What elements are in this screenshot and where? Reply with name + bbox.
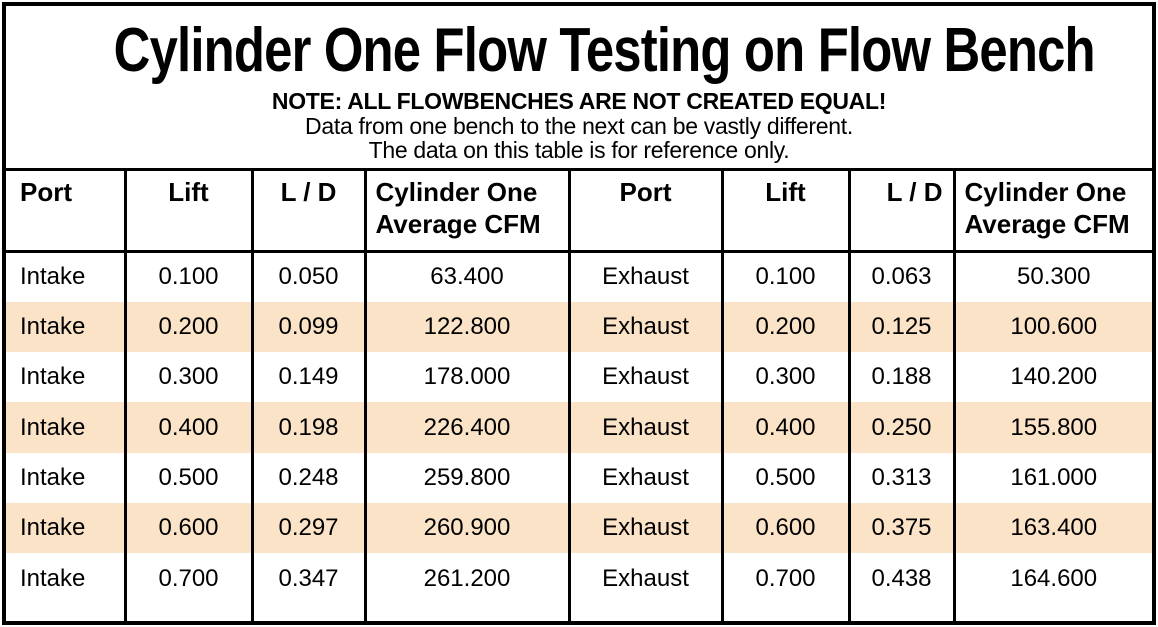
cell-cfm-intake: 178.000 [363, 352, 569, 403]
header-cfm-intake: Cylinder One Average CFM [363, 169, 569, 253]
header-lift-intake: Lift [123, 169, 252, 253]
cell-lift-intake: 0.300 [123, 352, 252, 403]
cell-ld-intake: 0.248 [250, 452, 365, 504]
cell-ld-exhaust: 0.063 [847, 251, 954, 302]
cell-lift-exhaust: 0.700 [720, 553, 849, 604]
cell-port-intake: Intake [6, 402, 125, 453]
header-ld-intake: L / D [250, 169, 365, 253]
cell-lift-intake: 0.600 [123, 503, 252, 554]
table-row: Intake 0.600 0.297 260.900 Exhaust 0.600… [6, 503, 1152, 554]
note-line-1: NOTE: ALL FLOWBENCHES ARE NOT CREATED EQ… [271, 88, 887, 115]
cell-ld-exhaust: 0.250 [847, 402, 954, 453]
cell-cfm-exhaust: 161.000 [952, 452, 1152, 504]
cell-cfm-intake: 122.800 [363, 301, 569, 353]
note-block: NOTE: ALL FLOWBENCHES ARE NOT CREATED EQ… [6, 85, 1152, 167]
cell-cfm-intake: 260.900 [363, 503, 569, 554]
cell-ld-intake: 0.347 [250, 553, 365, 604]
cell-lift-intake: 0.100 [123, 251, 252, 302]
cell-ld-intake: 0.198 [250, 402, 365, 453]
cell-ld-intake: 0.297 [250, 503, 365, 554]
cell-ld-exhaust: 0.438 [847, 553, 954, 604]
cell-cfm-intake: 259.800 [363, 452, 569, 504]
cell-lift-exhaust: 0.200 [720, 301, 849, 353]
cell-ld-intake: 0.149 [250, 352, 365, 403]
page-title: Cylinder One Flow Testing on Flow Bench [113, 16, 1096, 85]
cell-cfm-exhaust: 100.600 [952, 301, 1152, 353]
header-lift-exhaust: Lift [720, 169, 849, 253]
cell-ld-intake: 0.099 [250, 301, 365, 353]
cell-cfm-exhaust: 140.200 [952, 352, 1152, 403]
cell-lift-intake: 0.700 [123, 553, 252, 604]
header-cfm-exhaust: Cylinder One Average CFM [952, 169, 1152, 253]
cell-cfm-exhaust: 164.600 [952, 553, 1152, 604]
title-block: Cylinder One Flow Testing on Flow Bench [6, 6, 1152, 85]
cell-port-exhaust: Exhaust [567, 352, 722, 403]
cell-cfm-exhaust: 50.300 [952, 251, 1152, 302]
cell-lift-intake: 0.400 [123, 402, 252, 453]
cell-lift-exhaust: 0.100 [720, 251, 849, 302]
cell-cfm-intake: 261.200 [363, 553, 569, 604]
table-row: Intake 0.200 0.099 122.800 Exhaust 0.200… [6, 301, 1152, 353]
cell-port-exhaust: Exhaust [567, 301, 722, 353]
note-line-2: Data from one bench to the next can be v… [305, 112, 853, 139]
cell-cfm-intake: 226.400 [363, 402, 569, 453]
cell-port-exhaust: Exhaust [567, 503, 722, 554]
cell-port-exhaust: Exhaust [567, 553, 722, 604]
cell-lift-intake: 0.500 [123, 452, 252, 504]
cell-port-intake: Intake [6, 301, 125, 353]
header-port-intake: Port [6, 169, 125, 253]
cell-port-exhaust: Exhaust [567, 452, 722, 504]
cell-lift-exhaust: 0.400 [720, 402, 849, 453]
cell-port-exhaust: Exhaust [567, 251, 722, 302]
cell-port-intake: Intake [20, 363, 86, 391]
cell-cfm-exhaust: 163.400 [952, 503, 1152, 554]
cell-lift-exhaust: 0.300 [720, 352, 849, 403]
table-row: Intake 0.500 0.248 259.800 Exhaust 0.500… [6, 452, 1152, 504]
cell-lift-exhaust: 0.600 [720, 503, 849, 554]
table-row: Intake 0.100 0.050 63.400 Exhaust 0.100 … [6, 251, 1152, 302]
cell-lift-exhaust: 0.500 [720, 452, 849, 504]
cell-port-intake: Intake [20, 463, 86, 491]
cell-lift-intake: 0.200 [123, 301, 252, 353]
header-ld-exhaust: L / D [847, 169, 954, 253]
cell-port-exhaust: Exhaust [567, 402, 722, 453]
cell-port-intake: Intake [20, 263, 86, 291]
cell-ld-intake: 0.050 [250, 251, 365, 302]
cell-port-intake: Intake [6, 503, 125, 554]
cell-ld-exhaust: 0.188 [847, 352, 954, 403]
cell-ld-exhaust: 0.313 [847, 452, 954, 504]
cell-port-intake: Intake [20, 564, 86, 592]
table-row: Intake 0.300 0.149 178.000 Exhaust 0.300… [6, 352, 1152, 403]
cell-cfm-intake: 63.400 [363, 251, 569, 302]
empty-row [6, 603, 1152, 621]
cell-cfm-exhaust: 155.800 [952, 402, 1152, 453]
flow-data-table: Port Lift L / D Cylinder One Average CFM… [6, 167, 1152, 621]
cell-ld-exhaust: 0.125 [847, 301, 954, 353]
cell-ld-exhaust: 0.375 [847, 503, 954, 554]
table-row: Intake 0.700 0.347 261.200 Exhaust 0.700… [6, 553, 1152, 604]
note-line-3: The data on this table is for reference … [368, 136, 790, 163]
header-port-exhaust: Port [567, 169, 722, 253]
table-row: Intake 0.400 0.198 226.400 Exhaust 0.400… [6, 402, 1152, 453]
table-header-row: Port Lift L / D Cylinder One Average CFM… [6, 169, 1152, 253]
